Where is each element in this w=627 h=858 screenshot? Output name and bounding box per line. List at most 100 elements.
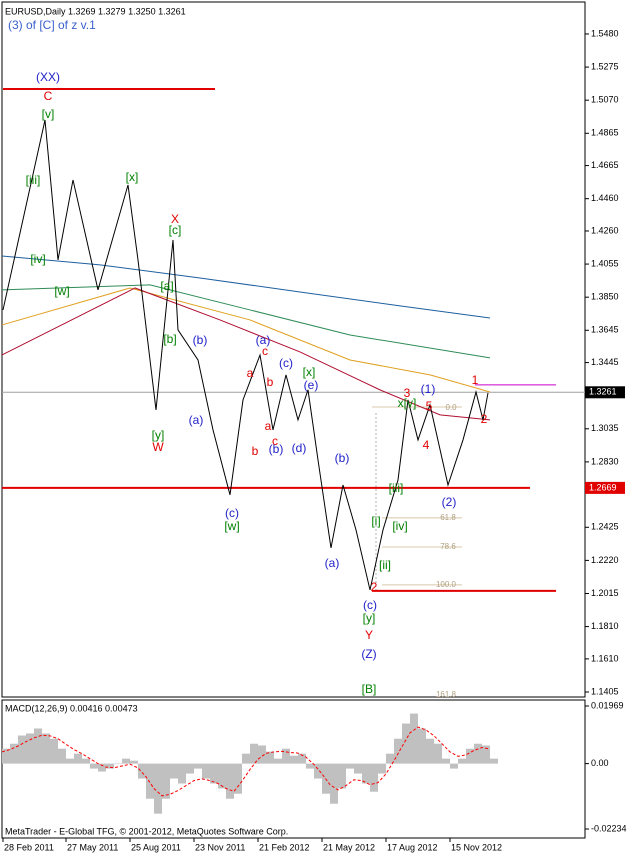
wave-label: Y (365, 628, 373, 642)
y-tick-label: 1.3850 (591, 292, 619, 302)
macd-bar (458, 758, 466, 764)
wave-label: [i] (371, 514, 380, 528)
macd-bar (274, 758, 282, 764)
macd-bar (66, 758, 74, 764)
macd-bar (330, 763, 338, 804)
moving-average (1, 287, 491, 393)
y-tick-label: 1.5275 (591, 61, 619, 71)
macd-bar (154, 763, 162, 814)
macd-bar (226, 763, 234, 799)
x-tick-label: 27 May 2011 (67, 842, 118, 852)
macd-bar (74, 753, 82, 764)
macd-bar (362, 763, 370, 784)
macd-bar (410, 713, 418, 764)
y-tick-label: 1.2425 (591, 522, 619, 532)
price-label: 1.2669 (589, 482, 617, 492)
price-label: 1.3261 (589, 387, 617, 397)
macd-bar (474, 743, 482, 764)
macd-bar (306, 763, 314, 769)
wave-label: [iv] (30, 252, 45, 266)
macd-bar (202, 763, 210, 779)
macd-bar (482, 745, 490, 764)
wave-label: (XX) (36, 70, 60, 84)
wave-label: [iv] (392, 519, 407, 533)
macd-bar (130, 760, 138, 764)
macd-bar (138, 763, 146, 779)
y-tick-label: 1.4865 (591, 128, 619, 138)
macd-bar (266, 751, 274, 764)
wave-label: W (152, 440, 164, 454)
macd-bar (370, 763, 378, 792)
y-tick-label: 1.5070 (591, 95, 619, 105)
moving-average (1, 255, 491, 319)
y-tick-label: -0.02234 (591, 823, 627, 833)
macd-bar (82, 758, 90, 764)
x-tick-label: 15 Nov 2012 (451, 842, 502, 852)
macd-bar (90, 763, 98, 769)
wave-label: [x] (303, 365, 316, 379)
macd-bar (378, 763, 386, 774)
macd-bar (34, 728, 42, 764)
macd-bar (298, 753, 306, 764)
wave-label: [iii] (26, 173, 41, 187)
wave-label: (e) (304, 378, 319, 392)
wave-label: (a) (189, 413, 204, 427)
wave-label: [v] (42, 107, 55, 121)
y-tick-label: 1.1810 (591, 621, 619, 631)
price-label-box (585, 386, 625, 399)
wave-label: 3 (404, 386, 411, 400)
wave-label: C (44, 89, 53, 103)
wave-label: 0.0 (445, 403, 457, 412)
wave-label: [ii] (379, 558, 391, 572)
macd-bar (218, 763, 226, 789)
wave-label: [iii] (389, 481, 404, 495)
y-tick-label: 1.2015 (591, 588, 619, 598)
macd-bar (170, 763, 178, 779)
macd-bar (450, 763, 458, 769)
macd-bar (58, 748, 66, 764)
wave-label: [w] (54, 284, 69, 298)
macd-bar (106, 763, 114, 769)
wave-label: 61.8 (440, 513, 456, 522)
macd-bar (26, 733, 34, 764)
wave-label: b (252, 444, 259, 458)
macd-bar (466, 748, 474, 764)
wave-label: [y] (152, 428, 165, 442)
macd-bar (50, 738, 58, 764)
wave-label: (1) (421, 382, 436, 396)
macd-bar (282, 748, 290, 764)
price-line (2, 119, 489, 591)
wave-label: [w] (224, 519, 239, 533)
wave-label: (c) (363, 598, 377, 612)
y-tick-label: 1.1610 (591, 653, 619, 663)
x-tick-label: 21 May 2012 (323, 842, 375, 852)
x-tick-label: 28 Feb 2011 (4, 842, 54, 852)
wave-label: 100.0 (436, 580, 457, 589)
y-tick-label: 1.4055 (591, 258, 619, 268)
wave-label: (b) (269, 442, 284, 456)
macd-bar (418, 728, 426, 764)
macd-bar (434, 743, 442, 764)
price-label-box (585, 481, 625, 494)
wave-label: [B] (362, 682, 377, 696)
moving-average (1, 287, 491, 421)
y-tick-label: 1.4665 (591, 160, 619, 170)
wave-label: (a) (256, 333, 271, 347)
macd-bar (98, 763, 106, 772)
wave-label: (b) (335, 451, 350, 465)
macd-bar (10, 743, 18, 764)
y-tick-label: 0.01969 (591, 700, 624, 710)
y-tick-label: 1.2220 (591, 555, 619, 565)
wave-label: b (267, 375, 274, 389)
macd-bar (250, 743, 258, 764)
y-tick-label: 1.5480 (591, 28, 619, 38)
y-tick-label: 1.3645 (591, 325, 619, 335)
macd-bar (490, 758, 498, 764)
macd-bar (346, 763, 354, 769)
macd-bar (186, 763, 194, 774)
macd-bar (242, 753, 250, 764)
wave-label: (a) (325, 556, 340, 570)
wave-label: 1 (472, 373, 479, 387)
